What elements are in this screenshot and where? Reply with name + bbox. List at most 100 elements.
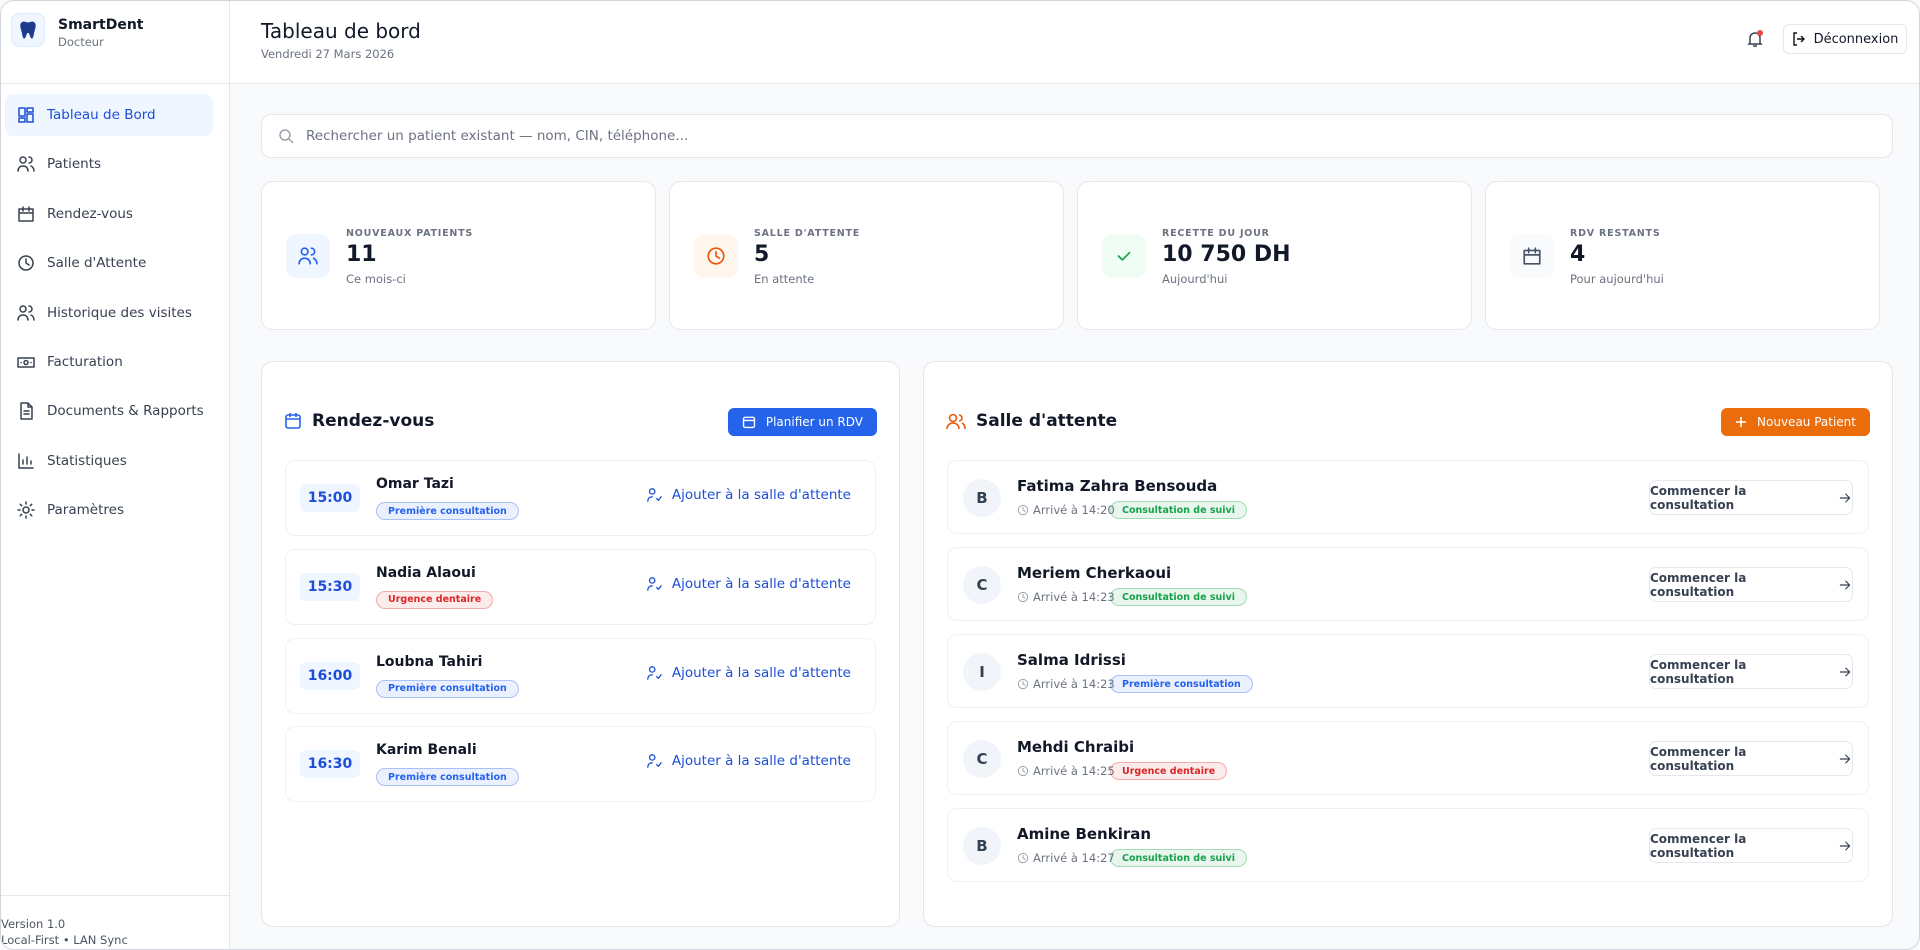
add-user-icon bbox=[646, 665, 662, 681]
arrow-icon-svg bbox=[1839, 754, 1851, 763]
nav-label: Patients bbox=[47, 156, 102, 173]
stat-sub: Pour aujourd'hui bbox=[1570, 272, 1664, 286]
arrow-icon bbox=[1838, 839, 1852, 853]
stat-card: RDV RESTANTS 4 Pour aujourd'hui bbox=[1485, 181, 1880, 330]
nav-item[interactable]: Statistiques bbox=[5, 440, 213, 482]
clock-icon bbox=[1017, 852, 1029, 864]
start-consultation[interactable]: Commencer la consultation bbox=[1649, 741, 1853, 776]
tag: Consultation de suivi bbox=[1110, 588, 1247, 606]
nav-item[interactable]: Tableau de Bord bbox=[5, 94, 213, 136]
nav-icon bbox=[17, 452, 47, 470]
tag: Urgence dentaire bbox=[376, 590, 494, 609]
header: Tableau de bord Vendredi 27 Mars 2026 Dé… bbox=[230, 1, 1919, 84]
stat-label: RDV RESTANTS bbox=[1570, 228, 1661, 239]
start-consultation[interactable]: Commencer la consultation bbox=[1649, 480, 1853, 515]
add-to-waiting[interactable]: Ajouter à la salle d'attente bbox=[646, 753, 851, 769]
clock-icon bbox=[1017, 591, 1029, 603]
patient-name: Mehdi Chraibi bbox=[1017, 738, 1135, 756]
appointment-time: 15:00 bbox=[300, 484, 360, 512]
waiting-row: B Fatima Zahra Bensouda Arrivé à 14:20 Cons… bbox=[947, 460, 1869, 534]
nav-item[interactable]: Facturation bbox=[5, 341, 213, 383]
waiting-title: Salle d'attente bbox=[946, 411, 1117, 431]
stat-icon-svg bbox=[707, 247, 725, 265]
add-to-waiting[interactable]: Ajouter à la salle d'attente bbox=[646, 665, 851, 681]
version: Version 1.0 bbox=[1, 917, 66, 931]
new-patient-button[interactable]: Nouveau Patient bbox=[1721, 408, 1870, 436]
waiting-title-text: Salle d'attente bbox=[976, 411, 1118, 431]
tag: Première consultation bbox=[376, 679, 519, 698]
nav-label: Historique des visites bbox=[47, 304, 192, 321]
stat-value: 4 bbox=[1570, 242, 1586, 267]
start-consultation[interactable]: Commencer la consultation bbox=[1649, 654, 1853, 689]
logout-icon bbox=[1792, 32, 1805, 46]
add-user-icon-svg bbox=[646, 576, 662, 591]
appointment-row: 16:30 Karim Benali Première consultation Aj… bbox=[285, 726, 876, 803]
nav-item[interactable]: Documents & Rapports bbox=[5, 390, 213, 432]
brand: SmartDent bbox=[58, 17, 144, 33]
avatar: I bbox=[963, 653, 1001, 691]
users-icon bbox=[946, 413, 966, 430]
add-to-waiting[interactable]: Ajouter à la salle d'attente bbox=[646, 487, 851, 503]
plan-button[interactable]: Planifier un RDV bbox=[727, 408, 877, 436]
search-icon bbox=[279, 129, 294, 144]
nav-item[interactable]: Rendez-vous bbox=[5, 193, 213, 235]
new-patient-label: Nouveau Patient bbox=[1757, 415, 1856, 429]
clock-icon-svg bbox=[1017, 852, 1029, 864]
appointment-time: 16:00 bbox=[300, 661, 360, 690]
start-consultation[interactable]: Commencer la consultation bbox=[1649, 828, 1853, 863]
stat-icon-box bbox=[1510, 234, 1554, 278]
arrow-icon-svg bbox=[1839, 580, 1851, 589]
appointments-panel: Rendez-vous Planifier un RDV 15:00 Omar T… bbox=[261, 361, 900, 927]
stat-sub: Ce mois-ci bbox=[346, 272, 406, 286]
nav-icon-svg bbox=[18, 453, 34, 469]
arrow-icon-svg bbox=[1839, 841, 1851, 850]
appointment-row: 15:30 Nadia Alaoui Urgence dentaire Ajouter… bbox=[285, 548, 876, 625]
tag: Urgence dentaire bbox=[1110, 762, 1228, 780]
calendar-icon bbox=[285, 413, 301, 429]
add-user-icon-svg bbox=[646, 665, 662, 680]
stat-icon bbox=[706, 246, 726, 266]
stat-icon-box bbox=[286, 234, 330, 278]
nav-icon-svg bbox=[17, 156, 35, 173]
waiting-row: I Salma Idrissi Arrivé à 14:23 Première con… bbox=[947, 634, 1869, 708]
nav-item[interactable]: Salle d'Attente bbox=[5, 242, 213, 284]
stat-icon-svg bbox=[1117, 251, 1131, 261]
arrival: Arrivé à 14:23 bbox=[1017, 590, 1115, 604]
search-placeholder: Rechercher un patient existant — nom, CI… bbox=[306, 128, 689, 144]
stat-sub: En attente bbox=[754, 272, 815, 286]
patient-name: Nadia Alaoui bbox=[376, 564, 476, 581]
logout-label: Déconnexion bbox=[1813, 31, 1899, 47]
nav-icon bbox=[17, 353, 47, 371]
nav-icon-svg bbox=[17, 304, 35, 321]
start-label: Commencer la consultation bbox=[1650, 831, 1747, 860]
patient-name: Loubna Tahiri bbox=[376, 653, 483, 670]
add-to-waiting[interactable]: Ajouter à la salle d'attente bbox=[646, 576, 851, 592]
nav-icon-svg bbox=[20, 402, 33, 421]
arrival-text: Arrivé à 14:27 bbox=[1033, 851, 1115, 865]
start-consultation[interactable]: Commencer la consultation bbox=[1649, 567, 1853, 602]
nav-icon bbox=[17, 155, 47, 173]
stat-icon bbox=[1114, 246, 1134, 266]
arrow-icon bbox=[1838, 752, 1852, 766]
nav-item[interactable]: Patients bbox=[5, 143, 213, 185]
nav-icon-svg bbox=[17, 501, 35, 519]
bell[interactable] bbox=[1745, 29, 1765, 49]
search-box[interactable]: Rechercher un patient existant — nom, CI… bbox=[261, 114, 1893, 158]
nav-icon bbox=[17, 501, 47, 519]
appointment-row: 15:00 Omar Tazi Première consultation Ajout… bbox=[285, 460, 876, 536]
patient-name: Fatima Zahra Bensouda bbox=[1017, 477, 1218, 495]
start-label: Commencer la consultation bbox=[1650, 483, 1747, 512]
nav-item[interactable]: Paramètres bbox=[5, 489, 213, 531]
page-title: Tableau de bord bbox=[261, 19, 421, 43]
nav-icon-svg bbox=[18, 206, 34, 222]
logout-button[interactable]: Déconnexion bbox=[1783, 24, 1907, 54]
start-label: Commencer la consultation bbox=[1650, 570, 1747, 599]
patient-name: Karim Benali bbox=[376, 742, 477, 759]
plan-icon bbox=[742, 416, 755, 429]
stat-label: RECETTE DU JOUR bbox=[1162, 228, 1270, 239]
stat-icon bbox=[298, 246, 318, 266]
nav-item[interactable]: Historique des visites bbox=[5, 292, 213, 334]
add-user-icon bbox=[646, 753, 662, 769]
